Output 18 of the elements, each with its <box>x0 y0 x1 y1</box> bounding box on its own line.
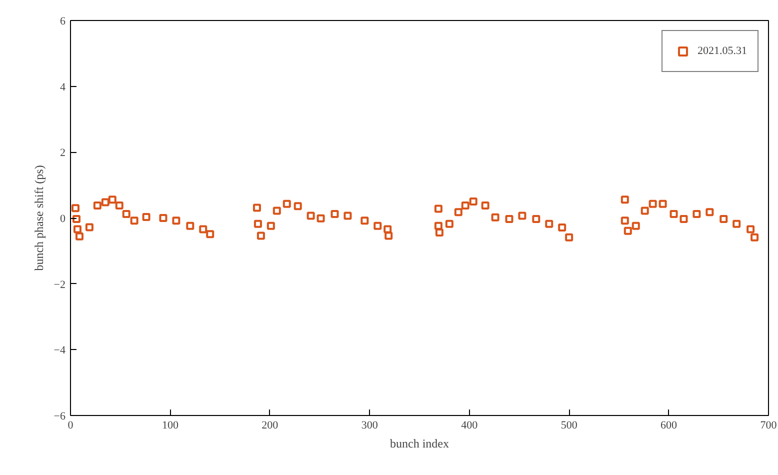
x-tick-label: 300 <box>361 420 378 432</box>
x-tick-label: 600 <box>660 420 678 432</box>
x-tick-label: 100 <box>162 420 179 432</box>
y-tick-label: −4 <box>54 344 66 357</box>
x-axis-title: bunch index <box>390 436 450 450</box>
y-axis-title: bunch phase shift (ps) <box>32 165 46 271</box>
x-tick-label: 500 <box>560 420 578 432</box>
x-tick-label: 200 <box>262 420 279 432</box>
y-tick-label: 0 <box>60 213 66 225</box>
x-tick-label: 0 <box>68 420 74 432</box>
y-tick-label: −2 <box>54 278 66 291</box>
x-tick-label: 700 <box>760 420 778 432</box>
y-tick-label: 4 <box>60 81 66 94</box>
x-tick-label: 400 <box>461 420 478 432</box>
legend-label: 2021.05.31 <box>698 45 747 57</box>
y-tick-label: −6 <box>54 410 66 422</box>
y-tick-label: 6 <box>60 16 66 28</box>
y-tick-label: 2 <box>60 147 66 160</box>
